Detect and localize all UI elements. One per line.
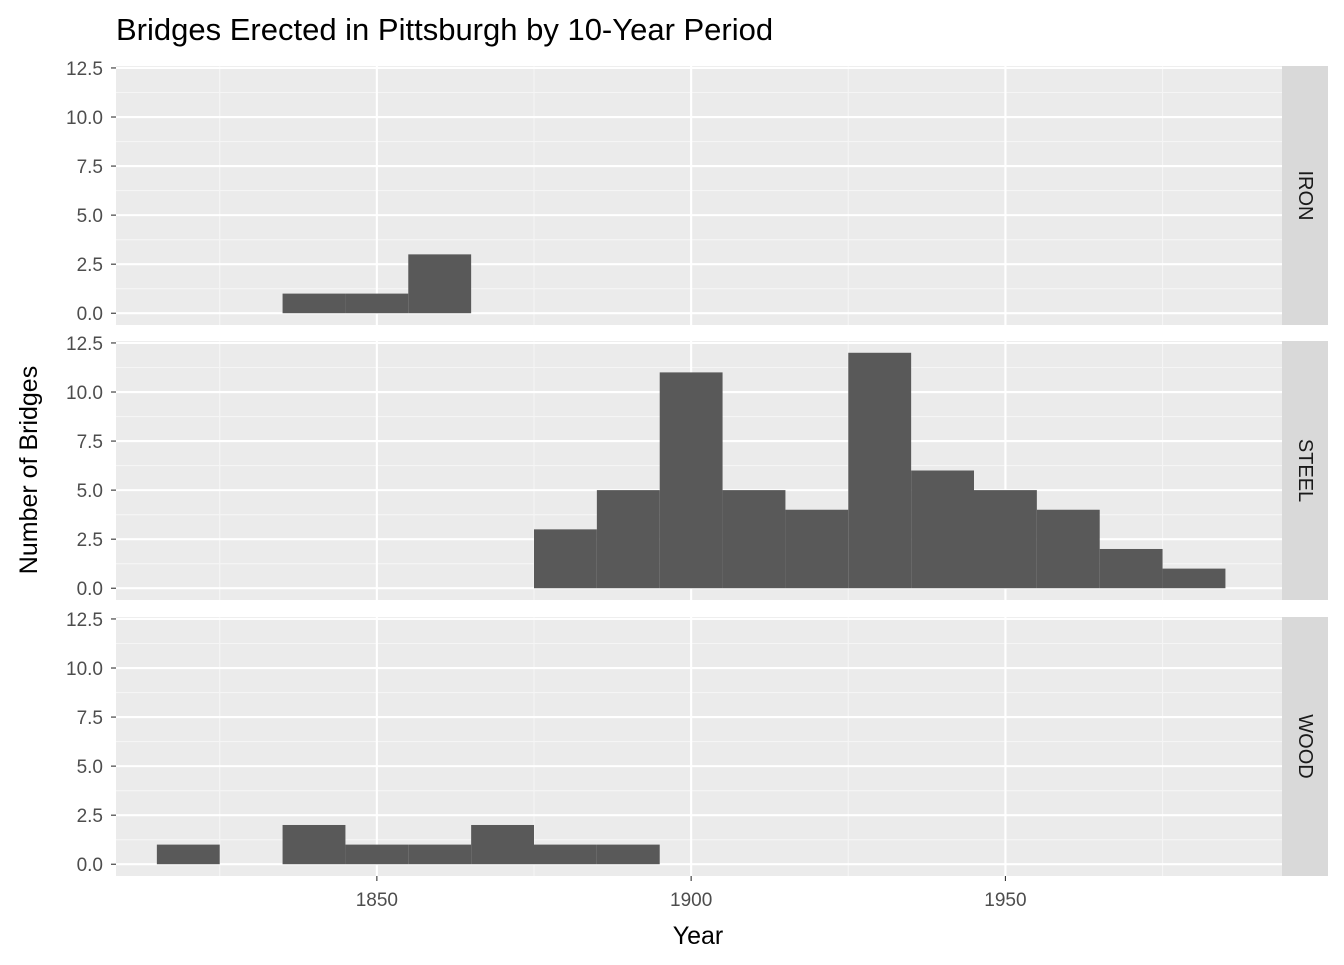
- y-tick-label: 5.0: [77, 206, 103, 227]
- y-tick-label: 0.0: [77, 304, 103, 325]
- y-tick-label: 5.0: [77, 481, 103, 502]
- chart-title: Bridges Erected in Pittsburgh by 10-Year…: [116, 12, 773, 47]
- y-tick-label: 5.0: [77, 757, 103, 778]
- y-tick-label: 12.5: [66, 334, 103, 355]
- y-tick-label: 12.5: [66, 610, 103, 631]
- y-tick-label: 7.5: [77, 708, 103, 729]
- facet-strip-label-steel: STEEL: [1294, 439, 1316, 502]
- histogram-bar: IRON 1850: 1: [345, 293, 409, 314]
- histogram-bar: STEEL 1980: 1: [1162, 568, 1226, 589]
- facet-panels: IRON 1840: 1IRON 1850: 1IRON 1860: 3 0.0 2…: [66, 59, 1328, 911]
- y-tick-label: 7.5: [77, 157, 103, 178]
- facet-panel-iron: IRON 1840: 1IRON 1850: 1IRON 1860: 3 0.0 2…: [66, 59, 1328, 325]
- histogram-bar: WOOD 1850: 1: [345, 844, 409, 865]
- histogram-bar: STEEL 1920: 4: [785, 509, 849, 589]
- histogram-bar: STEEL 1970: 2: [1099, 548, 1163, 589]
- x-tick-label: 1850: [356, 890, 398, 911]
- histogram-bar: WOOD 1840: 2: [282, 824, 346, 865]
- y-tick-label: 2.5: [77, 255, 103, 276]
- histogram-bar: STEEL 1940: 6: [911, 470, 974, 589]
- histogram-bar: IRON 1860: 3: [408, 254, 472, 314]
- facet-panel-wood: WOOD 1820: 1WOOD 1840: 2WOOD 1850: 1WOOD…: [66, 610, 1328, 911]
- y-tick-label: 0.0: [77, 579, 103, 600]
- x-tick-label: 1900: [670, 890, 712, 911]
- facet-strip: [1282, 617, 1328, 876]
- y-tick-label: 12.5: [66, 59, 103, 80]
- histogram-bar: IRON 1840: 1: [282, 293, 346, 314]
- histogram-bar: STEEL 1890: 5: [596, 490, 660, 589]
- y-tick-label: 7.5: [77, 432, 103, 453]
- facet-strip: [1282, 341, 1328, 600]
- y-tick-label: 0.0: [77, 855, 103, 876]
- y-tick-label: 10.0: [66, 108, 103, 129]
- histogram-bar: STEEL 1960: 4: [1036, 509, 1100, 589]
- histogram-bar: WOOD 1820: 1: [156, 844, 220, 865]
- y-axis-label: Number of Bridges: [15, 366, 43, 574]
- x-tick-label: 1950: [984, 890, 1026, 911]
- histogram-bar: STEEL 1910: 5: [722, 490, 786, 589]
- histogram-bar: WOOD 1860: 1: [408, 844, 472, 865]
- y-tick-label: 10.0: [66, 659, 103, 680]
- histogram-bar: STEEL 1900: 11: [659, 372, 723, 589]
- y-tick-label: 2.5: [77, 806, 103, 827]
- facet-strip-label-iron: IRON: [1294, 171, 1316, 221]
- panel-background: [116, 66, 1282, 325]
- x-axis-label: Year: [673, 922, 724, 950]
- histogram-bar: STEEL 1880: 3: [534, 529, 597, 589]
- histogram-bar: WOOD 1890: 1: [596, 844, 660, 865]
- histogram-bar: WOOD 1870: 2: [471, 824, 534, 865]
- y-tick-label: 10.0: [66, 383, 103, 404]
- facet-strip: [1282, 66, 1328, 325]
- histogram-bar: WOOD 1880: 1: [534, 844, 597, 865]
- facet-strip-label-wood: WOOD: [1294, 714, 1316, 778]
- y-tick-label: 2.5: [77, 530, 103, 551]
- histogram-bar: STEEL 1930: 12: [848, 352, 912, 589]
- histogram-bar: STEEL 1950: 5: [974, 490, 1037, 589]
